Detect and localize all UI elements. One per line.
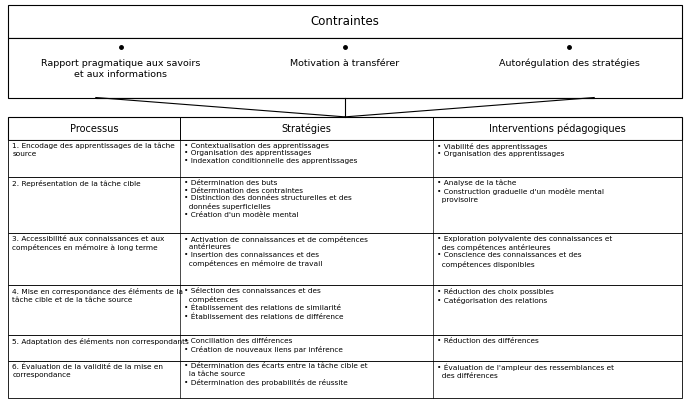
Text: Processus: Processus <box>70 124 119 133</box>
Text: • Contextualisation des apprentissages
• Organisation des apprentissages
• Index: • Contextualisation des apprentissages •… <box>184 143 357 164</box>
Text: • Activation de connaissances et de compétences
  antérieures
• Insertion des co: • Activation de connaissances et de comp… <box>184 236 368 267</box>
Text: 5. Adaptation des éléments non correspondants: 5. Adaptation des éléments non correspon… <box>12 338 189 345</box>
Bar <box>8 38 682 98</box>
Bar <box>8 140 682 177</box>
Bar <box>8 335 682 361</box>
Bar <box>8 361 682 398</box>
Text: • Évaluation de l'ampleur des ressemblances et
  des différences: • Évaluation de l'ampleur des ressemblan… <box>437 364 613 379</box>
Bar <box>8 5 682 38</box>
Text: 3. Accessibilité aux connaissances et aux
compétences en mémoire à long terme: 3. Accessibilité aux connaissances et au… <box>12 236 165 251</box>
Text: Contraintes: Contraintes <box>310 15 380 28</box>
Text: 1. Encodage des apprentissages de la tâche
source: 1. Encodage des apprentissages de la tâc… <box>12 143 175 157</box>
Text: • Viabilité des apprentissages
• Organisation des apprentissages: • Viabilité des apprentissages • Organis… <box>437 143 564 158</box>
Text: 4. Mise en correspondance des éléments de la
tâche cible et de la tâche source: 4. Mise en correspondance des éléments d… <box>12 288 184 303</box>
Text: • Conciliation des différences
• Création de nouveaux liens par inférence: • Conciliation des différences • Créatio… <box>184 338 343 353</box>
Bar <box>8 117 682 140</box>
Text: • Analyse de la tâche
• Construction graduelle d'un modèle mental
  provisoire: • Analyse de la tâche • Construction gra… <box>437 180 604 203</box>
Bar <box>8 233 682 285</box>
Text: • Sélection des connaissances et des
  compétences
• Établissement des relations: • Sélection des connaissances et des com… <box>184 288 344 320</box>
Text: • Détermination des buts
• Détermination des contraintes
• Distinction des donné: • Détermination des buts • Détermination… <box>184 180 352 218</box>
Text: • Détermination des écarts entre la tâche cible et
  la tâche source
• Détermina: • Détermination des écarts entre la tâch… <box>184 364 368 386</box>
Text: Motivation à transférer: Motivation à transférer <box>290 59 400 68</box>
Text: 2. Représentation de la tâche cible: 2. Représentation de la tâche cible <box>12 180 141 187</box>
Text: • Réduction des différences: • Réduction des différences <box>437 338 538 344</box>
Text: 6. Évaluation de la validité de la mise en
correspondance: 6. Évaluation de la validité de la mise … <box>12 364 164 378</box>
Text: Stratégies: Stratégies <box>282 123 331 134</box>
Text: Rapport pragmatique aux savoirs
et aux informations: Rapport pragmatique aux savoirs et aux i… <box>41 59 200 79</box>
Bar <box>8 285 682 335</box>
Text: • Exploration polyvalente des connaissances et
  des compétences antérieures
• C: • Exploration polyvalente des connaissan… <box>437 236 612 268</box>
Bar <box>8 177 682 233</box>
Text: Autorégulation des stratégies: Autorégulation des stratégies <box>499 59 640 69</box>
Text: Interventions pédagogiques: Interventions pédagogiques <box>489 123 626 134</box>
Text: • Réduction des choix possibles
• Catégorisation des relations: • Réduction des choix possibles • Catégo… <box>437 288 553 304</box>
